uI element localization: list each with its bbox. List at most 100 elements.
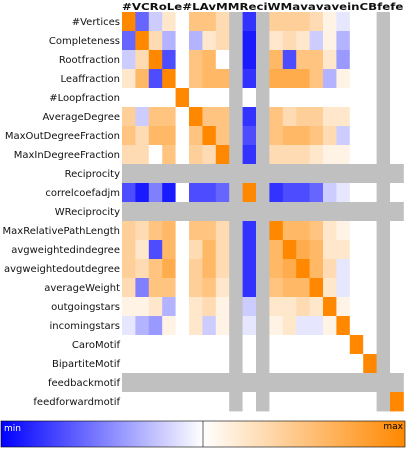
heatmap-cell: [349, 126, 364, 146]
heatmap-cell: [122, 50, 136, 70]
heatmap-cell: [162, 221, 176, 241]
heatmap-cell: [229, 183, 243, 203]
heatmap-cell: [269, 259, 284, 279]
heatmap-cell: [363, 297, 377, 317]
row-label: Completeness: [49, 36, 120, 47]
heatmap-cell: [376, 354, 391, 374]
heatmap-cell: [256, 392, 270, 412]
heatmap-cell: [282, 240, 297, 260]
row-label: MaxOutDegreeFraction: [5, 131, 120, 142]
heatmap-cell: [309, 12, 324, 32]
heatmap-cell: [269, 126, 284, 146]
heatmap-cell: [242, 145, 257, 165]
heatmap-cell: [148, 69, 163, 89]
heatmap-cell: [162, 297, 176, 317]
heatmap-cell: [323, 88, 337, 108]
heatmap-cell: [135, 221, 150, 241]
heatmap-cell: [390, 316, 404, 336]
heatmap-cell: [296, 278, 310, 298]
row-label: correlcoefadjm: [45, 188, 120, 199]
heatmap-cell: [336, 221, 351, 241]
heatmap-cell: [242, 316, 257, 336]
heatmap-cell: [282, 31, 297, 51]
heatmap-cell: [363, 31, 377, 51]
heatmap-cell: [309, 259, 324, 279]
heatmap-cell: [376, 392, 391, 412]
heatmap-cell: [202, 297, 217, 317]
heatmap-cell: [269, 183, 284, 203]
heatmap-cell: [202, 88, 217, 108]
heatmap-cell: [122, 202, 136, 222]
heatmap-cell: [336, 354, 351, 374]
heatmap-cell: [296, 12, 310, 32]
color-legend: min max: [0, 420, 406, 448]
heatmap-cell: [135, 31, 150, 51]
row-label: MaxRelativePathLength: [3, 226, 120, 237]
heatmap-cell: [162, 88, 176, 108]
heatmap-cell: [349, 88, 364, 108]
heatmap-cell: [242, 164, 257, 184]
heatmap-cell: [376, 145, 391, 165]
heatmap-cell: [349, 12, 364, 32]
row-label: WReciprocity: [55, 207, 120, 218]
heatmap-cell: [323, 259, 337, 279]
heatmap-cell: [309, 392, 324, 412]
heatmap-cell: [349, 240, 364, 260]
heatmap-cell: [390, 145, 404, 165]
heatmap-cell: [336, 278, 351, 298]
heatmap-cell: [242, 183, 257, 203]
heatmap-cell: [189, 278, 203, 298]
heatmap-cell: [175, 373, 190, 393]
heatmap-cell: [349, 202, 364, 222]
heatmap-cell: [269, 297, 284, 317]
heatmap-cell: [202, 183, 217, 203]
heatmap-cell: [229, 69, 243, 89]
heatmap-cell: [242, 126, 257, 146]
heatmap-cell: [309, 316, 324, 336]
heatmap-cell: [269, 12, 284, 32]
heatmap-cell: [296, 183, 310, 203]
heatmap-cell: [269, 392, 284, 412]
heatmap-cell: [363, 335, 377, 355]
heatmap-cell: [229, 259, 243, 279]
heatmap-cell: [135, 12, 150, 32]
heatmap-cell: [162, 354, 176, 374]
heatmap-cell: [269, 88, 284, 108]
heatmap-cell: [242, 12, 257, 32]
heatmap-cell: [336, 183, 351, 203]
heatmap-cell: [309, 107, 324, 127]
heatmap-cell: [390, 69, 404, 89]
heatmap-cell: [148, 221, 163, 241]
heatmap-cell: [363, 50, 377, 70]
heatmap-cell: [296, 373, 310, 393]
heatmap-cell: [242, 335, 257, 355]
heatmap-cell: [376, 183, 391, 203]
heatmap-cell: [242, 297, 257, 317]
heatmap-cell: [282, 278, 297, 298]
heatmap-cell: [323, 12, 337, 32]
heatmap-cell: [175, 316, 190, 336]
heatmap-cell: [376, 31, 391, 51]
heatmap-cell: [242, 240, 257, 260]
heatmap-cell: [202, 164, 217, 184]
heatmap-cell: [162, 69, 176, 89]
heatmap-cell: [309, 88, 324, 108]
heatmap-cell: [336, 297, 351, 317]
heatmap-cell: [175, 12, 190, 32]
heatmap-cell: [390, 259, 404, 279]
heatmap-cell: [135, 259, 150, 279]
heatmap-cell: [242, 107, 257, 127]
heatmap-cell: [162, 392, 176, 412]
heatmap-cell: [363, 278, 377, 298]
heatmap-cell: [256, 145, 270, 165]
heatmap-cell: [363, 354, 377, 374]
heatmap-cell: [175, 240, 190, 260]
heatmap-cell: [202, 278, 217, 298]
heatmap-cell: [282, 373, 297, 393]
heatmap-cell: [215, 145, 230, 165]
heatmap-cell: [175, 31, 190, 51]
heatmap-cell: [390, 183, 404, 203]
heatmap-cell: [135, 297, 150, 317]
row-label: AverageDegree: [43, 112, 120, 123]
